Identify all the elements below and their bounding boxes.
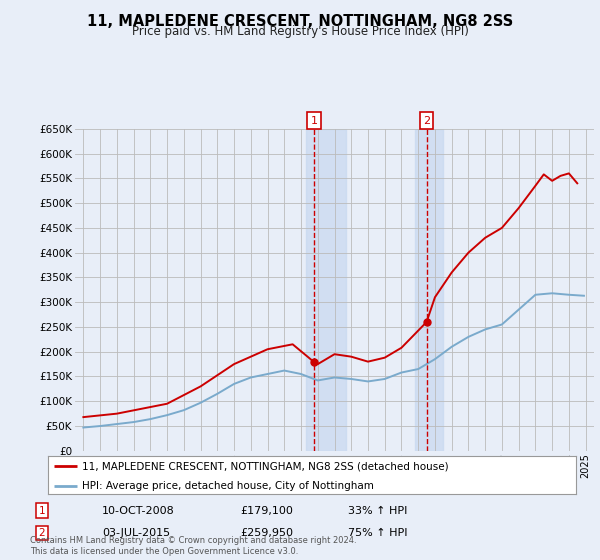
- Text: 11, MAPLEDENE CRESCENT, NOTTINGHAM, NG8 2SS (detached house): 11, MAPLEDENE CRESCENT, NOTTINGHAM, NG8 …: [82, 461, 449, 471]
- Bar: [306, 129, 346, 451]
- Text: 2: 2: [423, 115, 430, 125]
- Bar: [415, 129, 443, 451]
- Text: £179,100: £179,100: [240, 506, 293, 516]
- Text: HPI: Average price, detached house, City of Nottingham: HPI: Average price, detached house, City…: [82, 480, 374, 491]
- Text: 11, MAPLEDENE CRESCENT, NOTTINGHAM, NG8 2SS: 11, MAPLEDENE CRESCENT, NOTTINGHAM, NG8 …: [87, 14, 513, 29]
- Text: 03-JUL-2015: 03-JUL-2015: [102, 528, 170, 538]
- Text: Contains HM Land Registry data © Crown copyright and database right 2024.
This d: Contains HM Land Registry data © Crown c…: [30, 536, 356, 556]
- Text: 1: 1: [311, 115, 317, 125]
- Text: £259,950: £259,950: [240, 528, 293, 538]
- Text: 2: 2: [38, 528, 46, 538]
- Text: 1: 1: [38, 506, 46, 516]
- Text: 75% ↑ HPI: 75% ↑ HPI: [348, 528, 407, 538]
- Text: 10-OCT-2008: 10-OCT-2008: [102, 506, 175, 516]
- Text: 33% ↑ HPI: 33% ↑ HPI: [348, 506, 407, 516]
- Text: Price paid vs. HM Land Registry's House Price Index (HPI): Price paid vs. HM Land Registry's House …: [131, 25, 469, 38]
